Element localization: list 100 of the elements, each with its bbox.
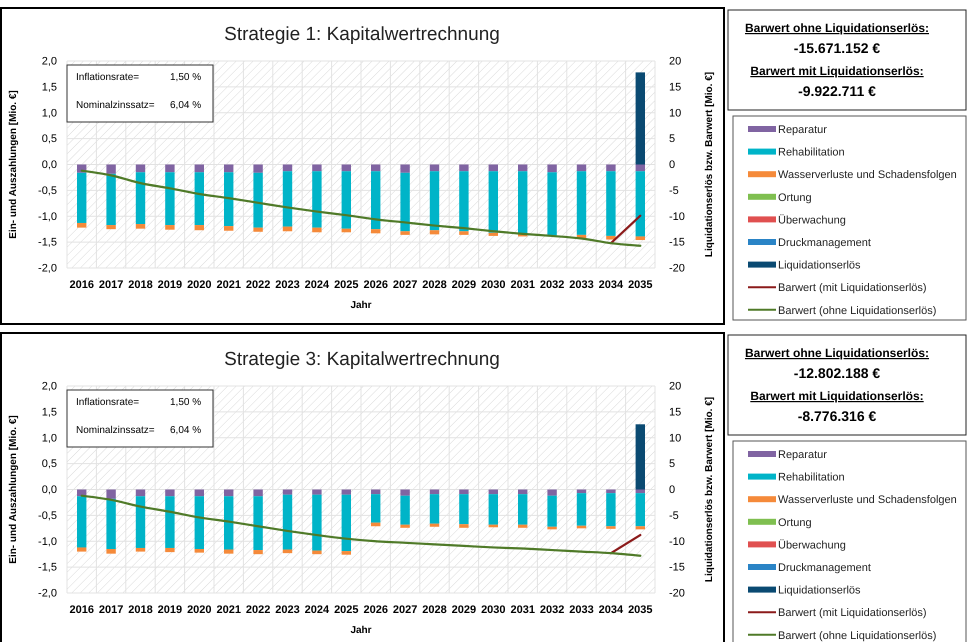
y2-tick-label: 0 xyxy=(669,159,676,172)
x-tick-label: 2017 xyxy=(98,278,124,291)
bar xyxy=(547,526,557,530)
bar xyxy=(576,493,586,526)
bar xyxy=(253,496,263,550)
x-tick-label: 2024 xyxy=(304,278,330,291)
legend-label: Wasserverluste und Schadensfolgen xyxy=(778,494,957,506)
bar xyxy=(194,164,204,172)
y-axis-title: Ein- und Auszahlungen [Mio. €] xyxy=(8,90,19,239)
bar xyxy=(136,224,146,229)
bar xyxy=(400,164,410,173)
bar xyxy=(488,524,498,528)
bar xyxy=(224,172,234,226)
bar xyxy=(518,524,528,528)
y-tick-label: -1,0 xyxy=(38,536,57,548)
text: Barwert mit Liquidationserlös: xyxy=(750,64,924,78)
x-tick-label: 2023 xyxy=(275,278,300,291)
bar xyxy=(76,547,86,552)
legend-label: Ortung xyxy=(778,192,812,204)
line-series xyxy=(80,494,642,557)
y2-tick-label: -5 xyxy=(669,510,679,522)
x-tick-label: 2031 xyxy=(510,604,535,616)
y2-tick-label: 10 xyxy=(669,432,682,444)
y-tick-label: 1,5 xyxy=(42,81,57,94)
bar xyxy=(430,171,440,230)
bar xyxy=(342,490,352,495)
bar xyxy=(606,490,616,494)
bar xyxy=(370,229,380,234)
bar xyxy=(400,172,410,232)
bar xyxy=(606,526,616,529)
bar xyxy=(430,524,440,527)
annotation: Inflationsrate= xyxy=(76,72,140,83)
x-tick-label: 2026 xyxy=(363,278,388,291)
bar xyxy=(342,164,352,172)
y2-tick-label: 15 xyxy=(669,406,682,418)
x-axis-title: Jahr xyxy=(350,300,372,311)
x-tick-label: 2033 xyxy=(569,278,594,291)
bar xyxy=(76,172,86,223)
y2-axis-title: Liquidationserlös bzw. Barwert [Mio. €] xyxy=(704,396,715,582)
bar xyxy=(606,236,616,240)
legend-label: Barwert (ohne Liquidationserlös) xyxy=(778,304,936,317)
chart-title: Strategie 3: Kapitalwertrechnung xyxy=(224,349,500,370)
bar xyxy=(459,494,469,524)
bar xyxy=(547,164,557,172)
bar xyxy=(606,493,616,526)
x-tick-label: 2020 xyxy=(187,604,212,616)
bar xyxy=(165,490,175,496)
x-tick-label: 2029 xyxy=(452,278,476,291)
x-tick-label: 2028 xyxy=(422,604,447,616)
x-tick-label: 2034 xyxy=(598,604,624,616)
bar xyxy=(459,231,469,235)
x-tick-label: 2026 xyxy=(363,604,388,616)
bar xyxy=(400,524,410,528)
x-tick-label: 2025 xyxy=(334,604,359,616)
bar xyxy=(106,490,116,499)
bar xyxy=(253,550,263,554)
annotation: Nominalzinssatz= xyxy=(76,100,155,111)
y-axis-title: Ein- und Auszahlungen [Mio. €] xyxy=(8,415,19,564)
bar xyxy=(488,490,498,494)
bar xyxy=(282,164,292,172)
x-tick-label: 2019 xyxy=(158,278,182,291)
y2-tick-label: -15 xyxy=(669,562,685,574)
bar xyxy=(488,232,498,236)
y-tick-label: 0,0 xyxy=(42,484,57,496)
bar xyxy=(136,548,146,552)
text: -9.922.711 € xyxy=(798,83,876,99)
bar xyxy=(224,164,234,172)
bar xyxy=(636,490,646,494)
bar xyxy=(312,171,322,228)
bar xyxy=(459,164,469,172)
bar xyxy=(165,164,175,172)
bar xyxy=(224,496,234,550)
bar xyxy=(194,225,204,230)
bar xyxy=(194,490,204,496)
x-tick-label: 2029 xyxy=(452,604,476,616)
y-tick-label: 0,0 xyxy=(42,159,57,172)
y-tick-label: -2,0 xyxy=(38,262,57,275)
x-tick-label: 2033 xyxy=(569,604,594,616)
bar xyxy=(636,171,646,236)
bar xyxy=(576,526,586,528)
bar xyxy=(312,490,322,495)
bar xyxy=(253,172,263,228)
y-tick-label: -0,5 xyxy=(38,510,57,522)
y2-tick-label: 20 xyxy=(669,380,682,393)
bar xyxy=(106,164,116,174)
x-tick-label: 2016 xyxy=(69,278,94,291)
bar xyxy=(312,228,322,232)
y-tick-label: 1,5 xyxy=(42,406,57,418)
legend-label: Barwert (mit Liquidationserlös) xyxy=(778,282,927,294)
bar xyxy=(370,164,380,172)
y2-tick-label: -5 xyxy=(669,184,679,197)
bar xyxy=(312,550,322,554)
y-tick-label: 1,0 xyxy=(42,107,57,120)
bar xyxy=(136,490,146,496)
bar xyxy=(370,171,380,230)
y-tick-label: -2,0 xyxy=(38,588,57,600)
bar xyxy=(636,526,646,530)
legend-label: Reparatur xyxy=(778,449,828,461)
x-tick-label: 2017 xyxy=(98,604,124,616)
line-series xyxy=(80,170,642,247)
